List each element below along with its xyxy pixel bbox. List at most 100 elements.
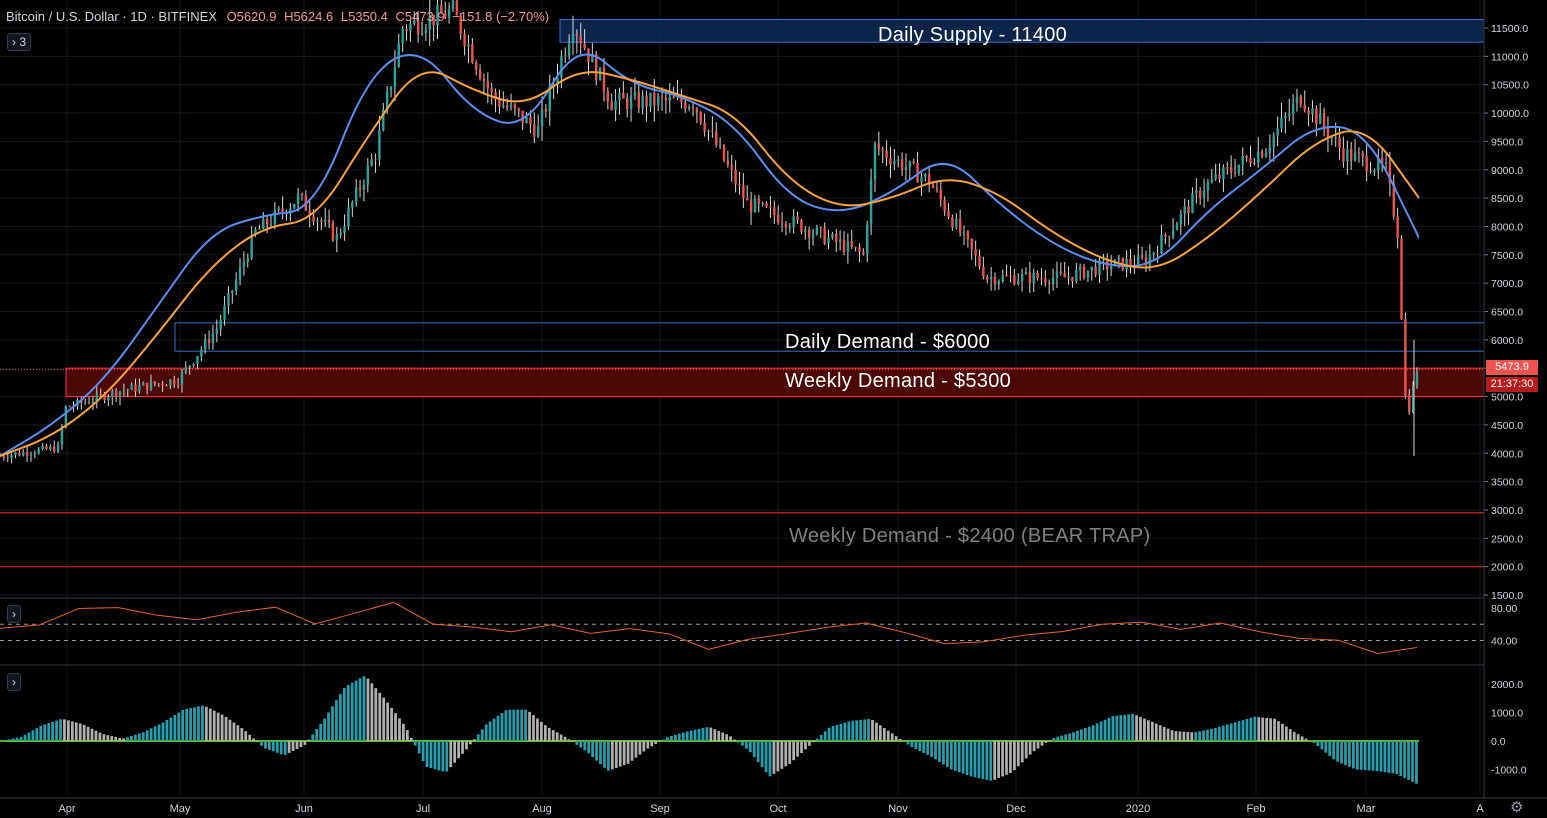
candle <box>1284 112 1287 134</box>
candle <box>1226 161 1229 175</box>
macd-bar <box>1320 741 1324 750</box>
candle <box>126 388 129 398</box>
candle-body <box>931 184 935 188</box>
candle-body <box>1086 270 1090 278</box>
candle-body <box>331 222 335 241</box>
candle-body <box>920 176 923 183</box>
candle-body <box>18 452 21 456</box>
candle <box>1411 381 1415 414</box>
candle <box>327 209 331 229</box>
x-tick-label: Jul <box>416 803 430 815</box>
candle <box>1063 262 1066 278</box>
macd-bar <box>382 697 386 741</box>
macd-bar <box>165 720 169 741</box>
candle <box>467 34 470 64</box>
candle-body <box>397 43 400 67</box>
y-tick-label: 8000.0 <box>1491 221 1523 233</box>
macd-bar <box>114 737 118 741</box>
candle <box>637 81 641 114</box>
candle <box>1210 168 1214 184</box>
candle-body <box>912 161 915 163</box>
candle <box>579 23 582 56</box>
candle <box>25 446 29 462</box>
candle <box>80 396 83 410</box>
candle-body <box>1353 152 1357 161</box>
macd-bar <box>327 712 330 741</box>
candle-body <box>269 224 273 226</box>
candle <box>1137 244 1140 267</box>
candle-body <box>486 80 490 89</box>
candle <box>413 11 416 26</box>
candle <box>362 179 366 202</box>
macd-bar <box>946 741 949 767</box>
candle-body <box>660 96 664 98</box>
candle <box>726 150 730 168</box>
candle <box>1218 163 1221 183</box>
ema-lines <box>0 53 1420 458</box>
candle <box>773 200 776 224</box>
candle <box>358 179 362 198</box>
candle-body <box>1206 182 1210 191</box>
candle <box>1268 134 1272 161</box>
macd-bar <box>993 741 997 780</box>
macd-bar <box>863 719 866 741</box>
candle-body <box>447 9 451 19</box>
macd-bar <box>228 719 232 741</box>
macd-bar <box>303 741 307 745</box>
candle-body <box>722 145 726 161</box>
macd-bar <box>370 683 374 741</box>
macd-bar <box>1328 741 1332 756</box>
rsi-pane-toggle-button[interactable]: › <box>7 605 21 623</box>
candle <box>517 107 520 118</box>
x-tick-label: 2020 <box>1126 803 1150 815</box>
macd-bar <box>575 741 579 745</box>
candle-body <box>540 108 544 127</box>
candle <box>1156 245 1159 264</box>
candle <box>397 33 400 68</box>
macd-bar <box>421 741 425 762</box>
candle-body <box>1346 148 1349 162</box>
macd-bar <box>1284 726 1288 741</box>
candle-body <box>1051 277 1055 285</box>
macd-bar <box>1178 731 1182 741</box>
candle <box>475 59 478 76</box>
y-tick-label: 7000.0 <box>1491 278 1523 290</box>
last-price-tag: 5473.9 <box>1486 360 1538 375</box>
macd-bar <box>953 741 957 771</box>
macd-bar <box>1411 741 1414 782</box>
candle <box>556 63 559 94</box>
candle <box>234 272 238 296</box>
candle <box>1020 268 1024 292</box>
candle <box>95 386 98 409</box>
candle-body <box>958 218 962 233</box>
candle-body <box>1400 238 1403 320</box>
candle-body <box>974 249 977 256</box>
candle <box>1129 248 1132 274</box>
candle-body <box>513 104 517 109</box>
candle-body <box>1361 153 1364 157</box>
candle-body <box>637 92 641 109</box>
macd-bar <box>650 741 654 747</box>
candle <box>618 87 621 115</box>
candle-body <box>161 383 164 386</box>
candle-body <box>1044 278 1047 283</box>
candle <box>87 396 91 405</box>
indicators-toggle-button[interactable]: › 3 <box>7 33 32 51</box>
macd-bar <box>867 719 870 741</box>
macd-bar <box>989 741 993 781</box>
macd-bar <box>362 676 366 741</box>
macd-bar <box>346 685 350 741</box>
candle <box>738 171 741 195</box>
macd-bar <box>405 730 409 741</box>
candle-body <box>1040 278 1043 280</box>
macd-bar <box>86 726 90 741</box>
settings-gear-icon[interactable]: ⚙ <box>1510 799 1524 816</box>
candle <box>521 110 524 131</box>
candle-body <box>807 229 811 238</box>
candle <box>378 115 381 167</box>
candle-body <box>548 85 551 112</box>
macd-pane-toggle-button[interactable]: › <box>7 673 21 691</box>
candle <box>1288 98 1291 122</box>
